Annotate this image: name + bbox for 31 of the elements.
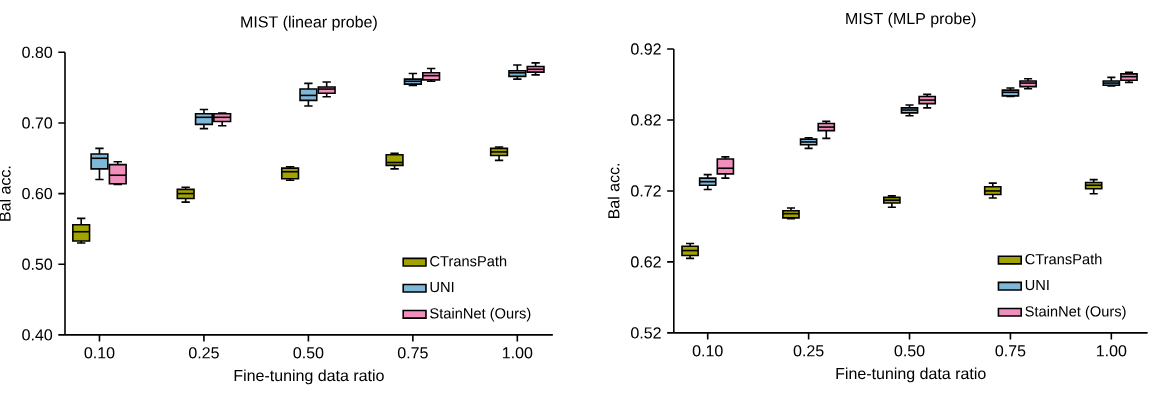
y-tick-label: 0.82 — [631, 114, 661, 126]
legend-label: UNI — [430, 282, 454, 293]
y-tick-label: 0.40 — [22, 329, 53, 341]
y-tick-label: 0.52 — [631, 327, 661, 339]
x-tick-label: 0.10 — [84, 347, 115, 359]
legend-label: CTransPath — [430, 255, 507, 267]
x-tick-label: 0.10 — [692, 345, 723, 357]
legend-label: StainNet (Ours) — [1025, 305, 1126, 320]
x-tick-label: 0.25 — [188, 347, 219, 359]
x-tick-label: 1.00 — [502, 347, 533, 359]
chart-title: MIST (linear probe) — [241, 15, 377, 31]
legend-label: StainNet (Ours) — [430, 307, 531, 322]
y-tick-label: 0.70 — [22, 117, 53, 129]
x-tick-label: 0.25 — [793, 345, 824, 357]
y-axis-title: Bal acc. — [607, 164, 620, 219]
x-axis-title: Fine-tuning data ratio — [836, 367, 986, 383]
legend-label: UNI — [1025, 280, 1049, 291]
x-tick-label: 0.75 — [397, 347, 428, 359]
y-tick-label: 0.92 — [631, 43, 661, 55]
x-tick-label: 1.00 — [1096, 345, 1127, 357]
y-tick-label: 0.62 — [631, 256, 661, 268]
chart-title: MIST (MLP probe) — [846, 12, 976, 28]
x-tick-label: 0.50 — [293, 347, 324, 359]
y-tick-label: 0.80 — [22, 46, 53, 59]
y-tick-label: 0.60 — [22, 188, 53, 200]
legend-label: CTransPath — [1025, 253, 1102, 265]
y-tick-label: 0.72 — [631, 185, 661, 197]
x-axis-title: Fine-tuning data ratio — [234, 369, 384, 385]
x-tick-label: 0.50 — [894, 345, 925, 357]
x-tick-label: 0.75 — [995, 345, 1026, 357]
y-tick-label: 0.50 — [22, 258, 53, 270]
